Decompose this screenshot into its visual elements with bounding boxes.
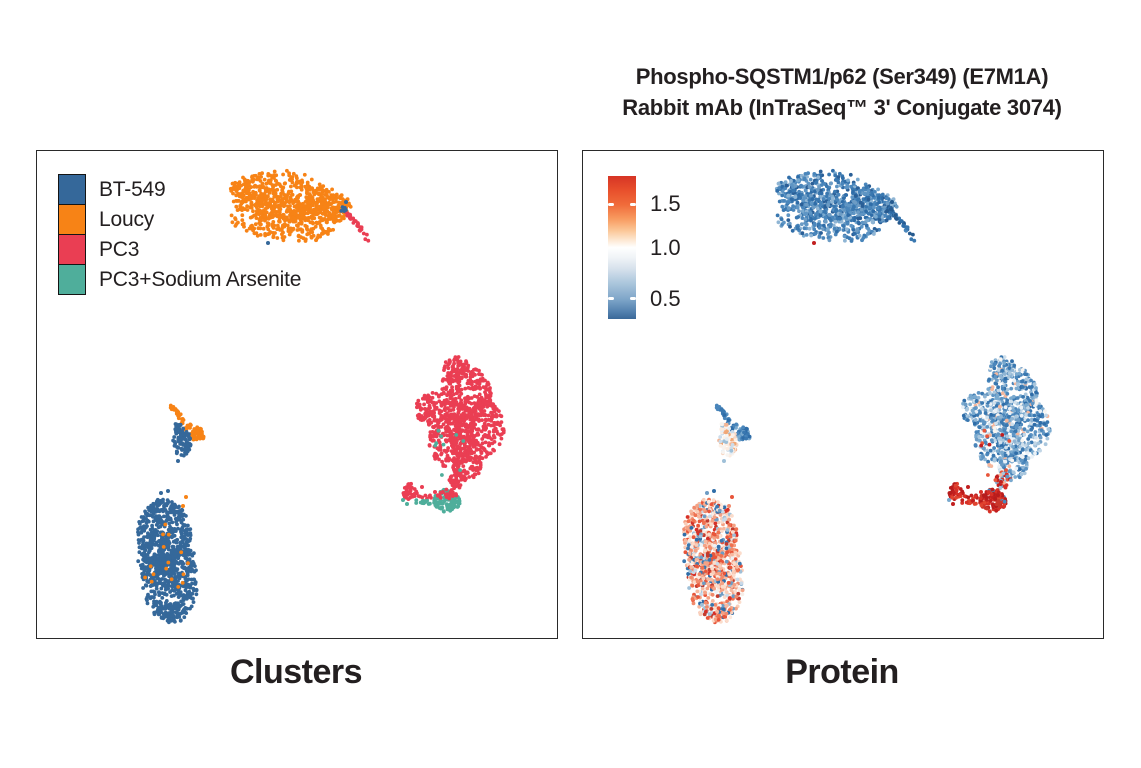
legend-swatch [58, 204, 86, 235]
legend-swatch [58, 264, 86, 295]
colorbar-tick-mark [630, 202, 636, 206]
legend-item: Loucy [58, 204, 301, 235]
legend-item: PC3+Sodium Arsenite [58, 264, 301, 295]
colorbar: 1.5 1.0 0.5 [608, 176, 681, 319]
clusters-panel: BT-549 Loucy PC3 PC3+Sodium Arsenite [36, 150, 558, 639]
colorbar-tick-mark [630, 297, 636, 301]
protein-title-line2: Rabbit mAb (InTraSeq™ 3' Conjugate 3074) [622, 95, 1062, 120]
colorbar-tick-mark [608, 297, 614, 301]
protein-panel: 1.5 1.0 0.5 [582, 150, 1104, 639]
legend-swatch [58, 234, 86, 265]
protein-scatter-plot [682, 168, 1052, 625]
legend-item: PC3 [58, 234, 301, 265]
colorbar-tick-label: 1.5 [650, 191, 681, 217]
clusters-caption: Clusters [229, 653, 363, 691]
colorbar-tick-label: 1.0 [650, 234, 681, 260]
legend-label: PC3 [99, 238, 140, 261]
colorbar-tick-mark [608, 202, 614, 206]
protein-panel-title: Phospho-SQSTM1/p62 (Ser349) (E7M1A) Rabb… [542, 61, 1141, 123]
legend-label: Loucy [99, 208, 155, 231]
protein-title-line1: Phospho-SQSTM1/p62 (Ser349) (E7M1A) [635, 64, 1049, 89]
colorbar-gradient [608, 176, 636, 319]
legend-label: PC3+Sodium Arsenite [99, 268, 302, 291]
legend: BT-549 Loucy PC3 PC3+Sodium Arsenite [58, 174, 301, 295]
protein-caption: Protein [785, 653, 899, 691]
legend-label: BT-549 [99, 178, 166, 201]
clusters-scatter-plot [136, 168, 506, 625]
legend-swatch [58, 174, 86, 205]
colorbar-tick-label: 0.5 [650, 285, 681, 311]
legend-item: BT-549 [58, 174, 301, 205]
